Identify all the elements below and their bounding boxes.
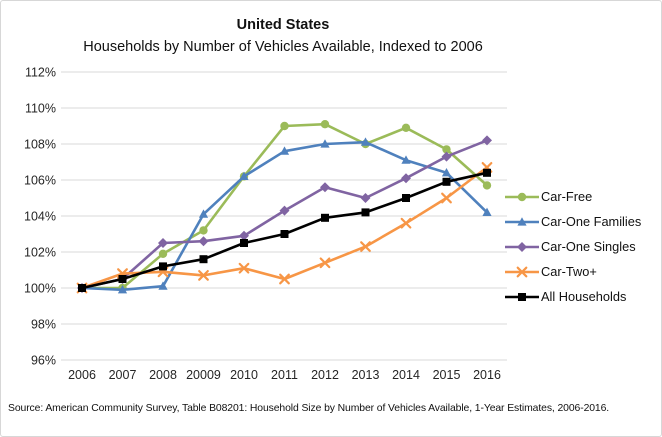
legend-label: Car-One Families bbox=[541, 214, 642, 229]
legend-label: Car-Two+ bbox=[541, 264, 597, 279]
data-point-marker-car-one-singles bbox=[279, 205, 290, 216]
data-point-marker-car-two bbox=[279, 273, 290, 285]
data-point-marker-all-households bbox=[118, 275, 127, 283]
data-point-marker-car-one-singles bbox=[360, 193, 371, 203]
legend-item-car-two: Car-Two+ bbox=[504, 259, 641, 284]
data-point-marker-car-one-families bbox=[279, 146, 290, 155]
data-point-marker-car-one-singles bbox=[158, 238, 168, 248]
data-point-marker-car-two bbox=[360, 241, 371, 252]
data-point-marker-car-free bbox=[401, 123, 411, 132]
data-point-marker-all-households bbox=[361, 208, 370, 217]
legend-diamond-marker-icon bbox=[505, 241, 539, 252]
data-point-marker-all-households bbox=[199, 255, 208, 264]
data-point-marker-car-one-singles bbox=[441, 151, 452, 162]
y-axis-tick-label: 112% bbox=[25, 65, 56, 79]
data-point-marker-car-two bbox=[319, 257, 331, 269]
series-car-one-singles bbox=[77, 135, 492, 293]
legend-item-car-free: Car-Free bbox=[504, 184, 641, 209]
legend-label: Car-One Singles bbox=[541, 239, 636, 254]
data-point-marker-car-free bbox=[158, 249, 168, 258]
data-point-marker-car-two bbox=[441, 192, 452, 204]
chart-title: United States bbox=[236, 17, 330, 33]
y-axis-tick-label: 100% bbox=[24, 281, 56, 295]
x-axis-tick-label: 2010 bbox=[230, 368, 258, 382]
series-all-households bbox=[78, 168, 491, 292]
legend-circle-marker-icon bbox=[505, 192, 539, 201]
y-axis-tick-label: 110% bbox=[25, 101, 56, 115]
data-point-marker-all-households bbox=[159, 262, 167, 271]
data-point-marker-car-one-families bbox=[198, 209, 209, 218]
y-axis-tick-label: 98% bbox=[31, 317, 56, 331]
series-car-one-families bbox=[77, 137, 492, 294]
data-point-marker-all-households bbox=[483, 168, 491, 177]
data-point-marker-car-one-singles bbox=[239, 230, 249, 241]
x-axis-tick-label: 2015 bbox=[433, 368, 461, 382]
chart-legend: Car-Free Car-One Families Car-One Singles C… bbox=[504, 184, 641, 309]
source-note: Source: American Community Survey, Table… bbox=[8, 403, 610, 414]
x-axis-tick-label: 20009 bbox=[186, 368, 221, 382]
x-axis-tick-label: 2012 bbox=[311, 368, 339, 382]
data-point-marker-car-free bbox=[280, 121, 289, 131]
y-axis-tick-label: 108% bbox=[24, 137, 56, 151]
data-point-marker-all-households bbox=[442, 177, 451, 186]
data-point-marker-car-one-singles bbox=[198, 236, 209, 247]
legend-item-all-households: All Households bbox=[504, 284, 641, 309]
data-point-marker-all-households bbox=[240, 239, 248, 247]
data-point-marker-car-one-singles bbox=[401, 173, 411, 184]
data-point-marker-car-one-families bbox=[401, 155, 411, 164]
x-axis-tick-label: 2006 bbox=[68, 368, 96, 382]
legend-item-car-one-singles: Car-One Singles bbox=[504, 234, 641, 259]
y-axis-tick-label: 102% bbox=[24, 245, 56, 259]
data-point-marker-car-one-families bbox=[320, 139, 330, 148]
y-axis-tick-label: 104% bbox=[24, 209, 56, 223]
data-point-marker-car-free bbox=[482, 181, 492, 190]
data-point-marker-car-one-singles bbox=[320, 182, 330, 193]
data-point-marker-car-one-families bbox=[482, 207, 492, 216]
data-point-marker-car-free bbox=[320, 120, 330, 129]
data-point-marker-car-one-singles bbox=[482, 135, 492, 146]
x-axis-tick-label: 2014 bbox=[392, 368, 420, 382]
data-point-marker-car-free bbox=[442, 145, 451, 154]
data-point-marker-car-two bbox=[198, 270, 209, 281]
x-axis-tick-label: 2008 bbox=[149, 368, 177, 382]
x-axis-tick-label: 2016 bbox=[473, 368, 501, 382]
x-axis-tick-label: 2013 bbox=[352, 368, 380, 382]
data-point-marker-car-two bbox=[400, 217, 412, 229]
data-point-marker-car-one-families bbox=[158, 281, 168, 290]
chart-subtitle: Households by Number of Vehicles Availab… bbox=[83, 39, 483, 55]
y-axis-tick-label: 106% bbox=[24, 173, 56, 187]
data-point-marker-car-one-families bbox=[239, 171, 249, 180]
y-axis-tick-label: 96% bbox=[31, 353, 56, 367]
data-point-marker-all-households bbox=[78, 284, 86, 292]
legend-triangle-marker-icon bbox=[505, 216, 539, 226]
data-point-marker-all-households bbox=[402, 194, 410, 202]
data-point-marker-car-one-families bbox=[117, 285, 128, 294]
legend-item-car-one-families: Car-One Families bbox=[504, 209, 641, 234]
data-point-marker-car-two bbox=[238, 262, 250, 274]
data-point-marker-all-households bbox=[280, 230, 289, 238]
data-point-marker-all-households bbox=[321, 213, 329, 222]
data-point-marker-car-free bbox=[199, 226, 208, 235]
legend-label: Car-Free bbox=[541, 189, 593, 204]
x-axis-tick-label: 2007 bbox=[109, 368, 137, 382]
data-point-marker-car-one-families bbox=[441, 168, 452, 177]
legend-square-marker-icon bbox=[505, 292, 539, 301]
x-axis-tick-label: 2011 bbox=[271, 368, 298, 382]
legend-label: All Households bbox=[541, 289, 627, 304]
data-point-marker-car-one-families bbox=[360, 137, 371, 146]
legend-x-marker-icon bbox=[505, 266, 539, 277]
